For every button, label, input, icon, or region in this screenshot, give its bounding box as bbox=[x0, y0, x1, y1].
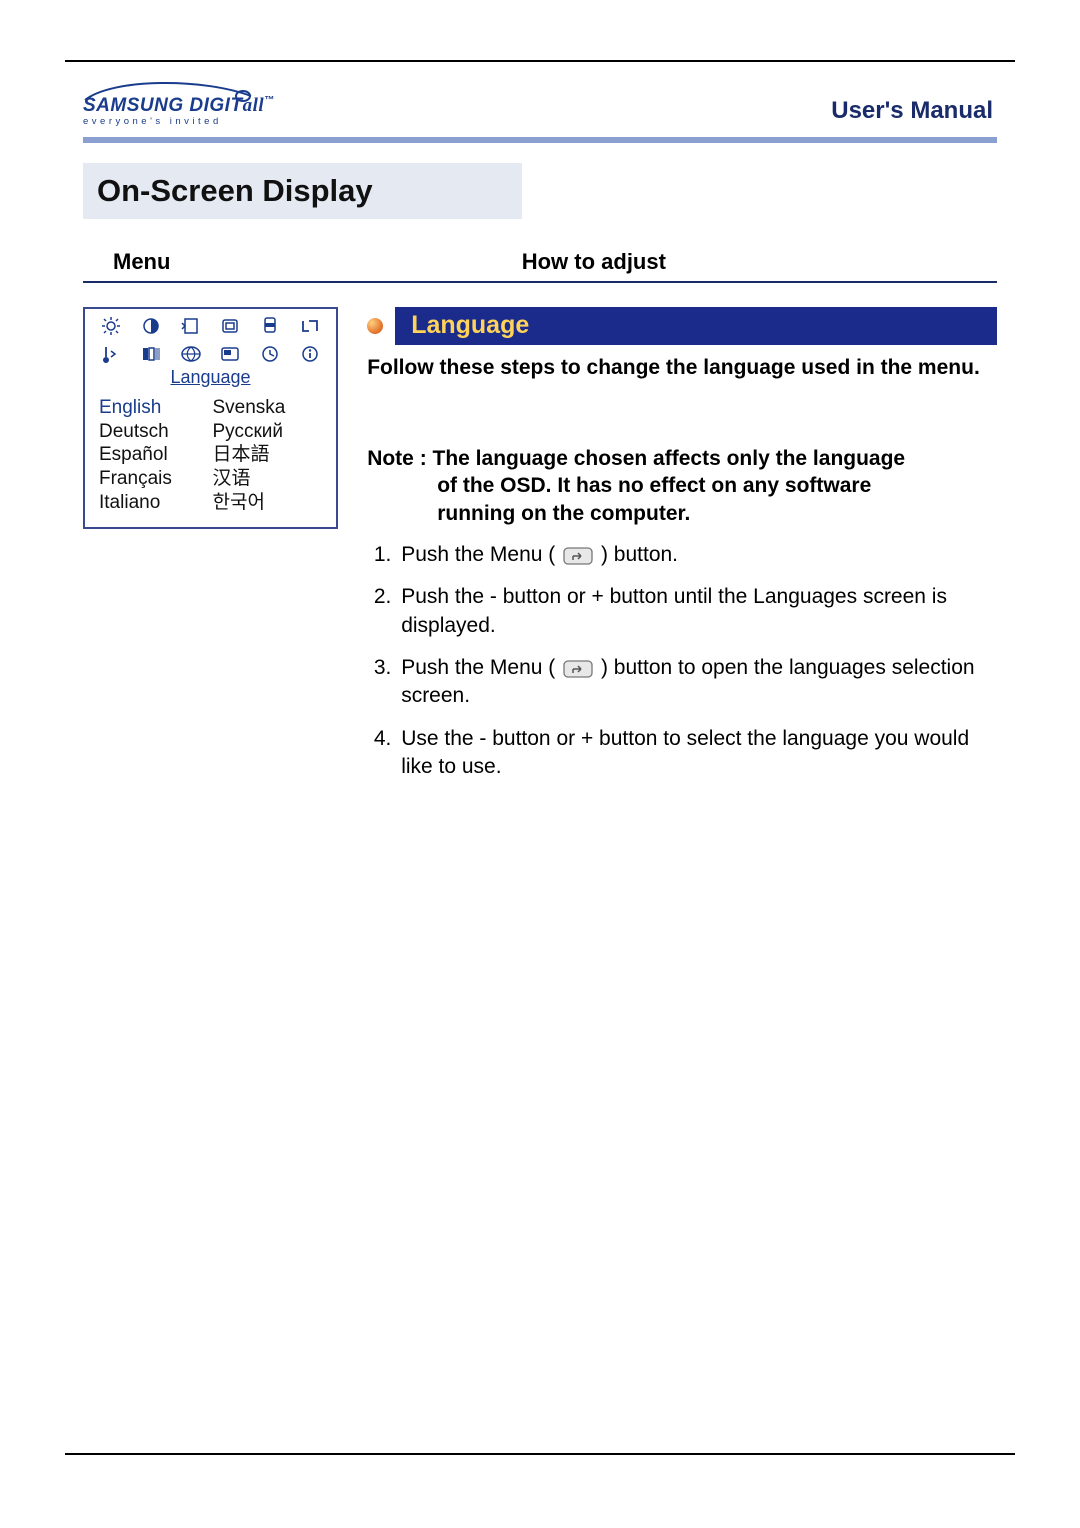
note-cont2: running on the computer. bbox=[367, 500, 997, 527]
step-4: Use the - button or + button to select t… bbox=[397, 725, 997, 782]
feature-bar: Language bbox=[367, 307, 997, 345]
reset-icon bbox=[292, 315, 328, 337]
step-1b: ) button. bbox=[601, 543, 678, 566]
osd-lang-japanese: 日本語 bbox=[213, 443, 327, 467]
color-temp-icon bbox=[93, 343, 129, 365]
image-lock-icon bbox=[173, 315, 209, 337]
osd-lang-italiano: Italiano bbox=[99, 491, 213, 515]
brightness-icon bbox=[93, 315, 129, 337]
step-1a: Push the Menu ( bbox=[401, 543, 555, 566]
page: SAMSUNG DIGITall™ everyone's invited Use… bbox=[0, 0, 1080, 1528]
bullet-icon bbox=[367, 318, 383, 334]
info-icon bbox=[292, 343, 328, 365]
section-title-shade: On-Screen Display bbox=[83, 163, 522, 219]
color-control-icon bbox=[133, 343, 169, 365]
col-menu-label: Menu bbox=[83, 249, 522, 275]
osd-caption: Language bbox=[85, 365, 336, 394]
osd-lang-russian: Русский bbox=[213, 420, 327, 444]
logo-swoosh-icon bbox=[83, 76, 253, 102]
step-2: Push the - button or + button until the … bbox=[397, 583, 997, 640]
note-lead: Note : The language chosen affects only … bbox=[367, 447, 905, 470]
osd-panel: Language English Deutsch Español Françai… bbox=[83, 307, 338, 529]
osd-lang-chinese: 汉语 bbox=[213, 467, 327, 491]
osd-lang-svenska: Svenska bbox=[213, 396, 327, 420]
col-howto-label: How to adjust bbox=[522, 249, 997, 275]
osd-icon-row-1 bbox=[85, 309, 336, 337]
contrast-icon bbox=[133, 315, 169, 337]
menu-column: Language English Deutsch Español Françai… bbox=[83, 307, 357, 796]
osd-lang-korean: 한국어 bbox=[213, 491, 327, 515]
section-title: On-Screen Display bbox=[97, 173, 373, 209]
header: SAMSUNG DIGITall™ everyone's invited Use… bbox=[65, 62, 1015, 133]
osd-lang-col-left: English Deutsch Español Français Italian… bbox=[99, 396, 213, 515]
menu-time-icon bbox=[252, 343, 288, 365]
feature-label: Language bbox=[395, 307, 997, 345]
note-text: Note : The language chosen affects only … bbox=[367, 445, 997, 527]
steps-list: Push the Menu ( ) button. Push the - but… bbox=[367, 541, 997, 781]
logo-tm: ™ bbox=[264, 95, 275, 106]
manual-title: User's Manual bbox=[831, 97, 997, 127]
step-3: Push the Menu ( ) button to open the lan… bbox=[397, 654, 997, 711]
section-title-bar: On-Screen Display bbox=[83, 163, 997, 219]
column-rule bbox=[83, 281, 997, 283]
logo-tagline: everyone's invited bbox=[83, 117, 275, 127]
menu-position-icon bbox=[212, 343, 248, 365]
osd-language-list: English Deutsch Español Français Italian… bbox=[85, 394, 336, 527]
brand-logo: SAMSUNG DIGITall™ everyone's invited bbox=[83, 76, 275, 127]
language-icon bbox=[173, 343, 209, 365]
step-1: Push the Menu ( ) button. bbox=[397, 541, 997, 569]
osd-icon-row-2 bbox=[85, 337, 336, 365]
menu-button-icon bbox=[561, 657, 595, 681]
vposition-icon bbox=[252, 315, 288, 337]
body: Language English Deutsch Español Françai… bbox=[83, 307, 997, 796]
intro-text: Follow these steps to change the languag… bbox=[367, 355, 997, 381]
howto-column: Language Follow these steps to change th… bbox=[357, 307, 997, 796]
header-underline bbox=[83, 137, 997, 143]
menu-button-icon bbox=[561, 544, 595, 568]
hposition-icon bbox=[212, 315, 248, 337]
osd-lang-english: English bbox=[99, 396, 213, 420]
osd-lang-deutsch: Deutsch bbox=[99, 420, 213, 444]
note-cont1: of the OSD. It has no effect on any soft… bbox=[367, 472, 997, 499]
column-headers: Menu How to adjust bbox=[83, 249, 997, 275]
page-frame: SAMSUNG DIGITall™ everyone's invited Use… bbox=[65, 60, 1015, 1455]
step-3a: Push the Menu ( bbox=[401, 656, 555, 679]
osd-lang-col-right: Svenska Русский 日本語 汉语 한국어 bbox=[213, 396, 327, 515]
osd-lang-francais: Français bbox=[99, 467, 213, 491]
osd-lang-espanol: Español bbox=[99, 443, 213, 467]
